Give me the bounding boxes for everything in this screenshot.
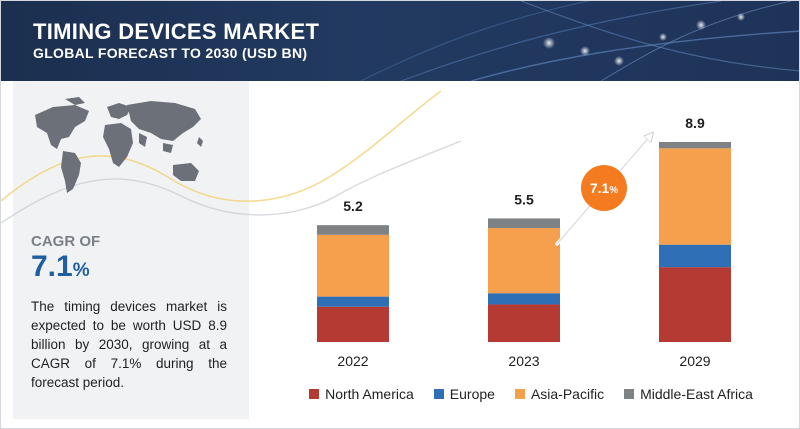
legend-label-north-america: North America — [325, 386, 414, 402]
legend-item-europe: Europe — [433, 386, 495, 402]
x-tick-label-2029: 2029 — [679, 353, 710, 369]
legend-swatch-asia-pacific — [514, 389, 525, 399]
market-description: The timing devices market is expected to… — [31, 299, 227, 390]
bar-segment-asia-pacific-2029 — [659, 148, 731, 245]
x-tick-label-2022: 2022 — [337, 353, 368, 369]
legend-swatch-north-america — [309, 389, 320, 399]
header-banner: TIMING DEVICES MARKET GLOBAL FORECAST TO… — [1, 1, 799, 81]
x-tick-label-2023: 2023 — [508, 353, 539, 369]
bar-total-label-2029: 8.9 — [685, 115, 705, 131]
infographic-title: TIMING DEVICES MARKET — [33, 19, 320, 44]
legend-label-middle-east-africa: Middle-East Africa — [640, 386, 753, 402]
bar-segment-asia-pacific-2022 — [317, 234, 389, 297]
bar-segment-north-america-2029 — [659, 267, 731, 342]
chart-legend: North America Europe Asia-Pacific Middle… — [281, 386, 781, 402]
legend-item-middle-east-africa: Middle-East Africa — [624, 386, 753, 402]
cagr-label: CAGR OF — [31, 233, 101, 250]
cagr-bubble — [581, 165, 627, 211]
bar-segment-middle-east-africa-2023 — [488, 218, 560, 229]
legend-label-asia-pacific: Asia-Pacific — [530, 386, 605, 402]
bar-segment-north-america-2023 — [488, 304, 560, 342]
world-map-icon — [35, 97, 203, 193]
legend-item-asia-pacific: Asia-Pacific — [514, 386, 605, 402]
bar-segment-asia-pacific-2023 — [488, 228, 560, 294]
cagr-bubble-label: 7.1% — [590, 180, 618, 196]
bar-total-label-2023: 5.5 — [514, 191, 534, 207]
bar-segment-north-america-2022 — [317, 306, 389, 342]
cagr-number: 7.1 — [31, 250, 73, 283]
light-streaks-decoration — [360, 1, 799, 81]
bar-segment-europe-2029 — [659, 244, 731, 268]
legend-label-europe: Europe — [449, 386, 495, 402]
bar-total-label-2022: 5.2 — [343, 198, 363, 214]
bar-segment-europe-2023 — [488, 293, 560, 305]
bar-segment-middle-east-africa-2022 — [317, 225, 389, 235]
legend-item-north-america: North America — [309, 386, 414, 402]
legend-swatch-europe — [433, 389, 444, 399]
infographic-subtitle: GLOBAL FORECAST TO 2030 (USD BN) — [33, 45, 308, 61]
cagr-unit: % — [72, 260, 90, 281]
bar-segment-middle-east-africa-2029 — [659, 142, 731, 149]
bar-segment-europe-2022 — [317, 296, 389, 307]
cagr-value: 7.1% — [31, 250, 90, 288]
legend-swatch-middle-east-africa — [624, 389, 635, 399]
